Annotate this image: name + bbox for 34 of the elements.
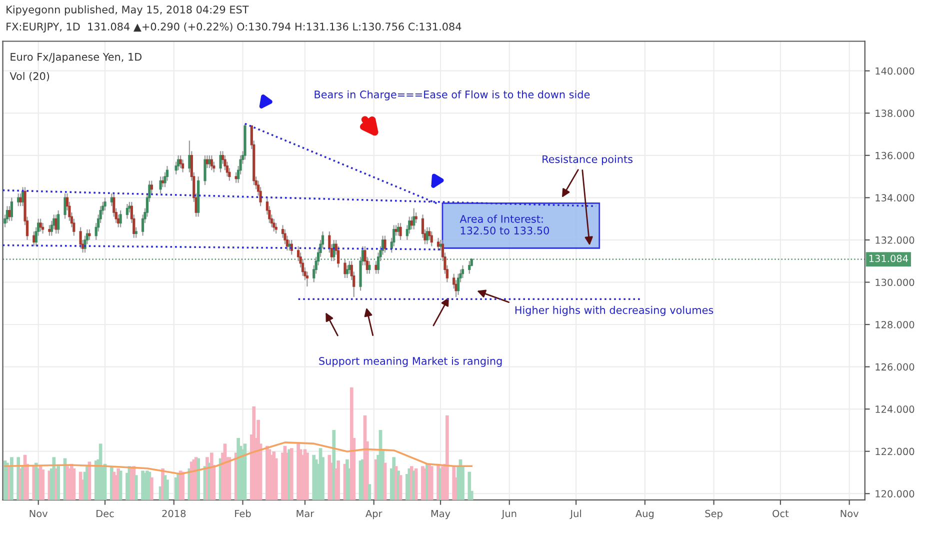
x-tick-label: Jul — [570, 510, 581, 520]
x-tick-label: Mar — [296, 510, 314, 518]
y-tick-label: 140.000 — [876, 67, 914, 75]
x-tick-label: Dec — [96, 510, 114, 518]
x-tick-label: Nov — [30, 510, 48, 518]
x-tick-label: Oct — [772, 510, 789, 518]
y-tick-label: 134.000 — [876, 194, 914, 202]
chart-title: Vol (20) — [10, 72, 50, 82]
text: Kipyegonn published, May 15, 2018 04:29 EST — [6, 5, 249, 16]
x-tick-label: 2018 — [162, 510, 186, 518]
x-tick-label: Nov — [840, 510, 859, 518]
x-tick-label: Sep — [705, 510, 722, 520]
annotation: Resistance points — [542, 155, 633, 166]
annotation: Bears in Charge===Ease of Flow is to the down side — [314, 90, 590, 100]
y-tick-label: 126.000 — [876, 363, 914, 371]
annotation: Support meaning Market is ranging — [319, 356, 502, 367]
annotation: Higher highs with decreasing volumes — [515, 306, 714, 316]
y-tick-label: 120.000 — [876, 490, 914, 498]
y-tick-label: 130.000 — [876, 278, 914, 286]
y-tick-label: 124.000 — [876, 406, 914, 413]
y-tick-label: 122.000 — [876, 448, 914, 456]
x-tick-label: Aug — [636, 510, 654, 520]
x-tick-label: Apr — [366, 510, 382, 520]
y-tick-label: 128.000 — [876, 320, 914, 328]
x-tick-label: Jun — [501, 510, 516, 520]
y-tick-label: 138.000 — [876, 110, 914, 117]
annotation: Area of Interest: 132.50 to 133.50 — [460, 214, 549, 234]
x-tick-label: May — [431, 510, 450, 520]
text: Euro Fx/Japanese Yen, 1D — [10, 53, 142, 63]
ref-line-label: 131.084 — [869, 254, 908, 262]
text: FX:EURJPY, 1D 131.084 ▲+0.290 (+0.22%) O:130.794 H:131.136 L:130.756 C:131.084 — [6, 22, 462, 32]
y-tick-label: 132.000 — [876, 236, 914, 244]
x-tick-label: Feb — [235, 510, 251, 518]
y-tick-label: 136.000 — [876, 152, 914, 160]
